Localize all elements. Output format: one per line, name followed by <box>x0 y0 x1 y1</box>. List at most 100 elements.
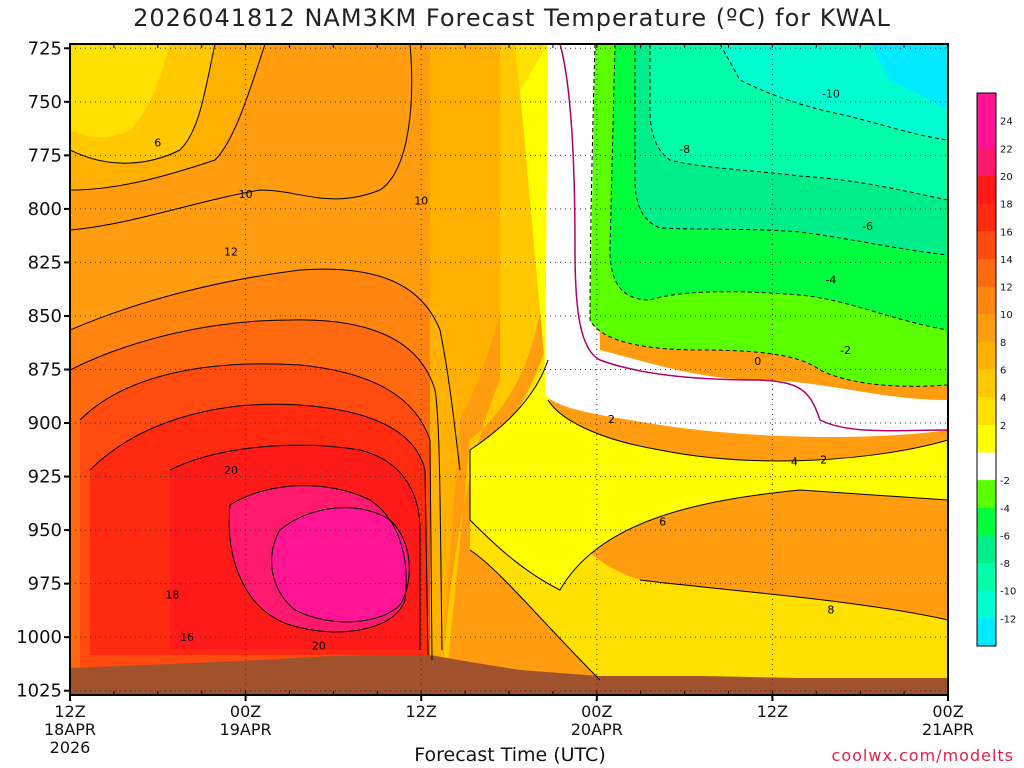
contour-label: 2 <box>820 453 827 466</box>
colorbar-bin <box>977 397 996 426</box>
colorbar-label: 24 <box>1000 117 1013 128</box>
colorbar-label: -8 <box>1000 559 1010 570</box>
contour-label: 20 <box>312 640 326 653</box>
x-tick-label: 20APR <box>571 720 623 739</box>
contour-24 <box>271 507 410 623</box>
colorbar-label: 16 <box>1000 227 1013 238</box>
colorbar-bin <box>977 507 996 536</box>
contour-4 <box>469 450 948 591</box>
y-tick-label: 950 <box>28 520 62 541</box>
x-tick-label: 19APR <box>220 720 272 739</box>
y-tick-label: 900 <box>28 413 62 434</box>
field-6-8-b <box>440 44 548 695</box>
x-tick-label: 00Z <box>581 702 612 721</box>
colorbar-bin <box>977 148 996 177</box>
x-tick-label: 00Z <box>932 702 963 721</box>
contour-label: 6 <box>154 137 161 150</box>
y-tick-label: 925 <box>28 467 62 488</box>
colorbar-bin <box>977 618 996 647</box>
colorbar-label: 12 <box>1000 283 1013 294</box>
contour-16 <box>79 363 433 661</box>
contour-neg4 <box>609 44 948 331</box>
x-tick-label: 12Z <box>54 702 85 721</box>
contour-label: 10 <box>414 194 428 207</box>
colorbar-bin <box>977 563 996 592</box>
colorbar: 24 22 20 18 16 14 12 10 8 6 4 2 -2 -4 -6 -8 -10 -12 <box>976 92 1016 647</box>
contour-label: 8 <box>827 603 834 616</box>
colorbar-bin <box>977 175 996 205</box>
colorbar-bin <box>977 480 996 509</box>
colorbar-label: -2 <box>1000 476 1010 487</box>
colorbar-bin <box>977 231 996 260</box>
contour-neg8 <box>649 44 948 201</box>
colorbar-bin <box>977 314 996 343</box>
colorbar-label: 6 <box>1000 366 1006 377</box>
contour-label: -10 <box>822 87 840 100</box>
y-tick-label: 750 <box>28 92 62 113</box>
y-tick-label: 775 <box>28 145 62 166</box>
contour-label: 20 <box>224 464 238 477</box>
credit-text: coolwx.com/modelts <box>831 746 1014 765</box>
contour-8 <box>70 44 266 191</box>
contour-label: 12 <box>224 246 238 259</box>
contour-6 <box>70 44 216 164</box>
colorbar-bin <box>977 452 996 481</box>
x-tick-label: 2026 <box>50 738 91 757</box>
zero-isotherm <box>559 44 948 432</box>
contour-label: 18 <box>165 588 179 601</box>
field-4-6-b <box>470 44 948 680</box>
contour-lines <box>70 44 948 681</box>
colorbar-label: 14 <box>1000 255 1013 266</box>
x-tick-label: 18APR <box>44 720 96 739</box>
field-neg2-2 <box>545 44 948 437</box>
contour-2 <box>547 399 948 462</box>
contour-20 <box>169 444 421 650</box>
contour-label: 2 <box>608 413 615 426</box>
y-tick-label: 1000 <box>16 627 62 648</box>
colorbar-label: 22 <box>1000 144 1013 155</box>
x-tick-label: 21APR <box>922 720 974 739</box>
y-tick-label: 725 <box>28 38 62 59</box>
contour-label: -6 <box>862 220 873 233</box>
colorbar-frame <box>976 92 997 647</box>
contour-8-b <box>639 579 948 621</box>
colorbar-label: -12 <box>1000 614 1016 625</box>
colorbar-bin <box>977 258 996 288</box>
x-tick-label: 00Z <box>230 702 261 721</box>
colorbar-bin <box>977 341 996 370</box>
contour-neg2 <box>589 44 948 387</box>
colorbar-bin <box>977 203 996 232</box>
x-tick-label: 12Z <box>757 702 788 721</box>
field-24-26 <box>271 507 410 622</box>
field-4-6 <box>70 44 170 138</box>
colorbar-bin <box>977 535 996 564</box>
y-tick-label: 850 <box>28 306 62 327</box>
ground-terrain <box>70 655 948 695</box>
contour-label: -2 <box>840 344 851 357</box>
grid <box>70 44 948 695</box>
contour-neg10 <box>719 44 948 141</box>
contour-label: 16 <box>180 631 194 644</box>
contour-label: -4 <box>825 274 836 287</box>
contour-label: 6 <box>659 516 666 529</box>
colorbar-label: 8 <box>1000 338 1006 349</box>
contour-6-b <box>469 549 601 681</box>
y-tick-label: 800 <box>28 199 62 220</box>
colorbar-bin <box>977 369 996 398</box>
y-tick-label: 1025 <box>16 681 62 702</box>
colorbar-label: 20 <box>1000 172 1013 183</box>
contour-label: 0 <box>754 355 761 368</box>
colorbar-label: 18 <box>1000 200 1013 211</box>
contour-label: 4 <box>791 456 798 469</box>
contour-label: -8 <box>679 143 690 156</box>
contour-18 <box>89 403 429 656</box>
colorbar-label: 2 <box>1000 421 1006 432</box>
contour-22 <box>228 485 407 633</box>
y-tick-label: 975 <box>28 574 62 595</box>
dashed-contours <box>589 44 948 387</box>
contour-12 <box>70 268 461 471</box>
contour-10 <box>70 44 413 231</box>
y-tick-label: 825 <box>28 252 62 273</box>
